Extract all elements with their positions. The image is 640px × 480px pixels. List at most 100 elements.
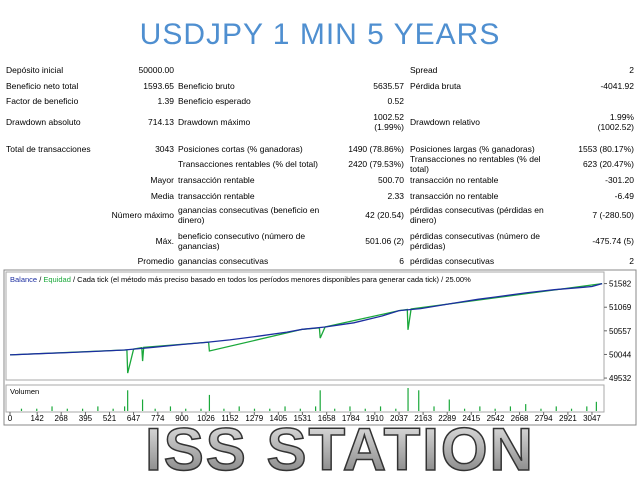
volume-bar xyxy=(200,408,202,411)
y-tick-label: 50557 xyxy=(609,327,632,336)
volume-bar xyxy=(269,408,271,411)
report-cell: 50000.00 xyxy=(138,65,174,75)
report-cell: 5635.57 xyxy=(373,81,404,91)
x-tick-label: 0 xyxy=(8,414,13,423)
volume-bar xyxy=(570,408,573,411)
plot-area xyxy=(5,271,605,381)
volume-bar xyxy=(315,406,317,411)
report-cell: 501.06 (2) xyxy=(365,236,404,246)
report-cell: 1002.52 (1.99%) xyxy=(373,112,404,132)
volume-bar xyxy=(223,408,225,411)
volume-bar xyxy=(349,406,351,411)
report-cell: 2.33 xyxy=(387,191,404,201)
report-cell: 1.99% (1002.52) xyxy=(597,112,634,132)
report-cell: Máx. xyxy=(155,236,174,246)
x-tick-label: 2542 xyxy=(487,414,505,423)
volume-bar xyxy=(433,406,435,411)
y-tick-label: 50044 xyxy=(609,350,632,359)
volume-bar xyxy=(253,408,256,411)
volume-bar xyxy=(141,399,144,411)
volume-bar xyxy=(395,408,397,411)
footer-title: ISS STATION xyxy=(145,418,535,480)
volume-bar xyxy=(284,406,286,411)
report-cell: Transacciones rentables (% del total) xyxy=(178,159,319,169)
x-tick-label: 1405 xyxy=(269,414,287,423)
report-cell: Posiciones largas (% ganadoras) xyxy=(410,144,535,154)
legend-model: Cada tick (el método más preciso basado … xyxy=(77,275,439,284)
report-cell: Mayor xyxy=(150,175,174,185)
legend-quality: 25.00% xyxy=(445,275,471,284)
report-cell: Drawdown absoluto xyxy=(6,117,81,127)
legend-entry: Equidad xyxy=(43,275,71,284)
volume-bar xyxy=(124,406,126,411)
x-tick-label: 3047 xyxy=(583,414,601,423)
report-cell: -4041.92 xyxy=(600,81,634,91)
report-cell: beneficio consecutivo (número de gananci… xyxy=(178,231,306,251)
volume-bar xyxy=(379,406,382,411)
volume-label: Volumen xyxy=(10,387,39,396)
x-tick-label: 900 xyxy=(175,414,189,423)
volume-bar xyxy=(479,406,481,411)
legend-separator: / xyxy=(37,275,43,284)
report-cell: Promedio xyxy=(137,256,174,266)
legend-entry: Balance xyxy=(10,275,37,284)
report-cell: Pérdida bruta xyxy=(410,81,462,91)
x-tick-label: 647 xyxy=(127,414,141,423)
report-cell: transacción no rentable xyxy=(410,191,499,201)
report-cell: 1490 (78.86%) xyxy=(348,144,404,154)
y-tick-label: 51069 xyxy=(609,303,632,312)
legend-separator: / xyxy=(439,275,445,284)
volume-bar xyxy=(66,408,68,411)
volume-bar xyxy=(154,408,156,411)
volume-bar xyxy=(81,408,84,411)
report-cell: Beneficio neto total xyxy=(6,81,79,91)
volume-bar xyxy=(418,390,420,411)
report-cell: 2 xyxy=(629,256,634,266)
volume-bar xyxy=(448,399,450,411)
volume-bar xyxy=(555,406,557,411)
report-cell: ganancias consecutivas (beneficio en din… xyxy=(178,205,320,225)
report-cell: 42 (20.54) xyxy=(365,210,404,220)
volume-bar xyxy=(97,406,99,411)
x-tick-label: 1152 xyxy=(221,414,239,423)
report-cell: pérdidas consecutivas (número de pérdida… xyxy=(410,231,540,251)
volume-bar xyxy=(208,394,211,411)
volume-bar xyxy=(238,406,240,411)
report-cell: Factor de beneficio xyxy=(6,96,79,106)
footer: ISS STATION xyxy=(144,418,535,480)
report-cell: 1553 (80.17%) xyxy=(578,144,634,154)
volume-bar xyxy=(586,406,588,411)
x-tick-label: 1784 xyxy=(342,414,360,423)
volume-bar xyxy=(299,408,301,411)
report-cell: Media xyxy=(150,191,174,201)
report-cell: 3043 xyxy=(155,144,174,154)
report-cell: 0.52 xyxy=(387,96,404,106)
x-tick-label: 395 xyxy=(79,414,93,423)
title: USDJPY 1 MIN 5 YEARS xyxy=(139,18,501,51)
report-cell: -475.74 (5) xyxy=(592,236,634,246)
series-line xyxy=(9,282,603,356)
x-tick-label: 2037 xyxy=(390,414,408,423)
report-cell: 2 xyxy=(629,65,634,75)
report-cell: 500.70 xyxy=(378,175,404,185)
x-tick-label: 1910 xyxy=(366,414,384,423)
volume-bar xyxy=(494,408,496,411)
report-cell: Depósito inicial xyxy=(6,65,64,75)
report-cell: Total de transacciones xyxy=(6,144,91,154)
x-tick-label: 2794 xyxy=(535,414,553,423)
x-tick-label: 1658 xyxy=(318,414,336,423)
report-cell: 714.13 xyxy=(148,117,174,127)
x-tick-label: 774 xyxy=(151,414,165,423)
x-tick-label: 2921 xyxy=(559,414,577,423)
volume-bar xyxy=(127,390,129,411)
volume-bar xyxy=(36,408,38,411)
report-cell: Transacciones no rentables (% del total) xyxy=(410,154,541,174)
volume-bar xyxy=(509,406,512,411)
volume-bar xyxy=(463,408,466,411)
report-cell: Beneficio esperado xyxy=(178,96,251,106)
report-cell: 1.39 xyxy=(157,96,174,106)
report-cell: 6 xyxy=(399,256,404,266)
volume-bar xyxy=(364,408,366,411)
